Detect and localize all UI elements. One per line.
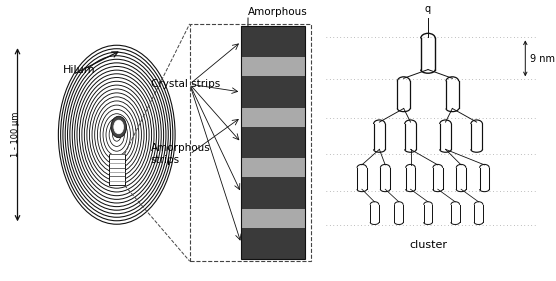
Bar [241, 158, 305, 177]
Bar [241, 177, 305, 209]
Bar [241, 108, 305, 127]
Text: q: q [425, 4, 431, 14]
Bar [241, 76, 305, 108]
Bar [241, 228, 305, 259]
Bar [241, 209, 305, 228]
Text: Amorphous: Amorphous [248, 7, 308, 17]
Text: 1 - 100 μm: 1 - 100 μm [11, 112, 20, 157]
Bar [241, 57, 305, 76]
Text: Hilum: Hilum [63, 65, 96, 74]
Bar [241, 26, 305, 259]
Text: Crystal strips: Crystal strips [151, 79, 220, 89]
Bar [241, 127, 305, 158]
Text: cluster: cluster [409, 240, 447, 250]
Bar [109, 154, 125, 185]
Text: 9 nm: 9 nm [530, 54, 555, 64]
Ellipse shape [57, 44, 176, 225]
Ellipse shape [111, 116, 126, 138]
Text: Amorphous
strips: Amorphous strips [151, 143, 211, 165]
Bar [190, 24, 311, 261]
Ellipse shape [114, 120, 123, 134]
Bar [241, 26, 305, 57]
